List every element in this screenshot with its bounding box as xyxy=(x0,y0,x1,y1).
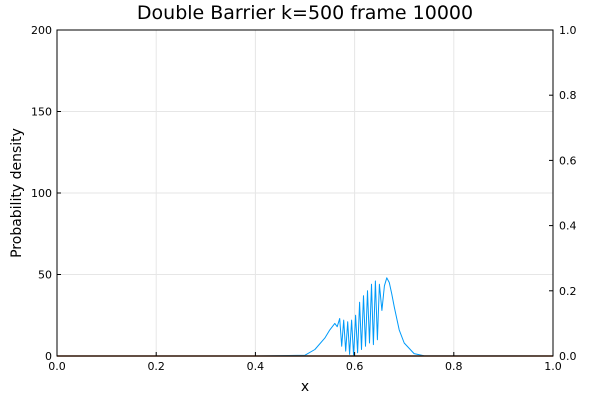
y-tick-label: 0 xyxy=(45,350,52,363)
y-tick-label: 200 xyxy=(31,24,52,37)
y2-tick-label: 0.4 xyxy=(559,220,577,233)
x-axis-label: x xyxy=(301,379,309,395)
y2-tick-label: 0.2 xyxy=(559,285,577,298)
x-tick-label: 0.4 xyxy=(247,360,265,373)
chart-title: Double Barrier k=500 frame 10000 xyxy=(137,2,473,24)
y-tick-label: 150 xyxy=(31,106,52,119)
y-axis-label: Probability density xyxy=(9,128,25,258)
series-line-1 xyxy=(57,277,554,357)
x-axis-ticks: 0.0 0.2 0.4 0.6 0.8 1.0 xyxy=(48,352,562,373)
x-tick-label: 0.8 xyxy=(445,360,463,373)
x-tick-label: 0.6 xyxy=(346,360,364,373)
y2-tick-label: 0.6 xyxy=(559,154,577,167)
x-tick-label: 0.2 xyxy=(147,360,165,373)
y2-tick-label: 0.8 xyxy=(559,89,577,102)
y2-tick-label: 1.0 xyxy=(559,24,577,37)
y2-tick-label: 0.0 xyxy=(559,350,577,363)
y-axis-ticks: 0 50 100 150 200 xyxy=(31,24,61,363)
x-tick-label: 0.0 xyxy=(48,360,66,373)
y2-axis-ticks: 0.0 0.2 0.4 0.6 0.8 1.0 xyxy=(549,24,577,363)
y-tick-label: 50 xyxy=(38,269,52,282)
y-tick-label: 100 xyxy=(31,187,52,200)
x-tick-label: 1.0 xyxy=(544,360,562,373)
